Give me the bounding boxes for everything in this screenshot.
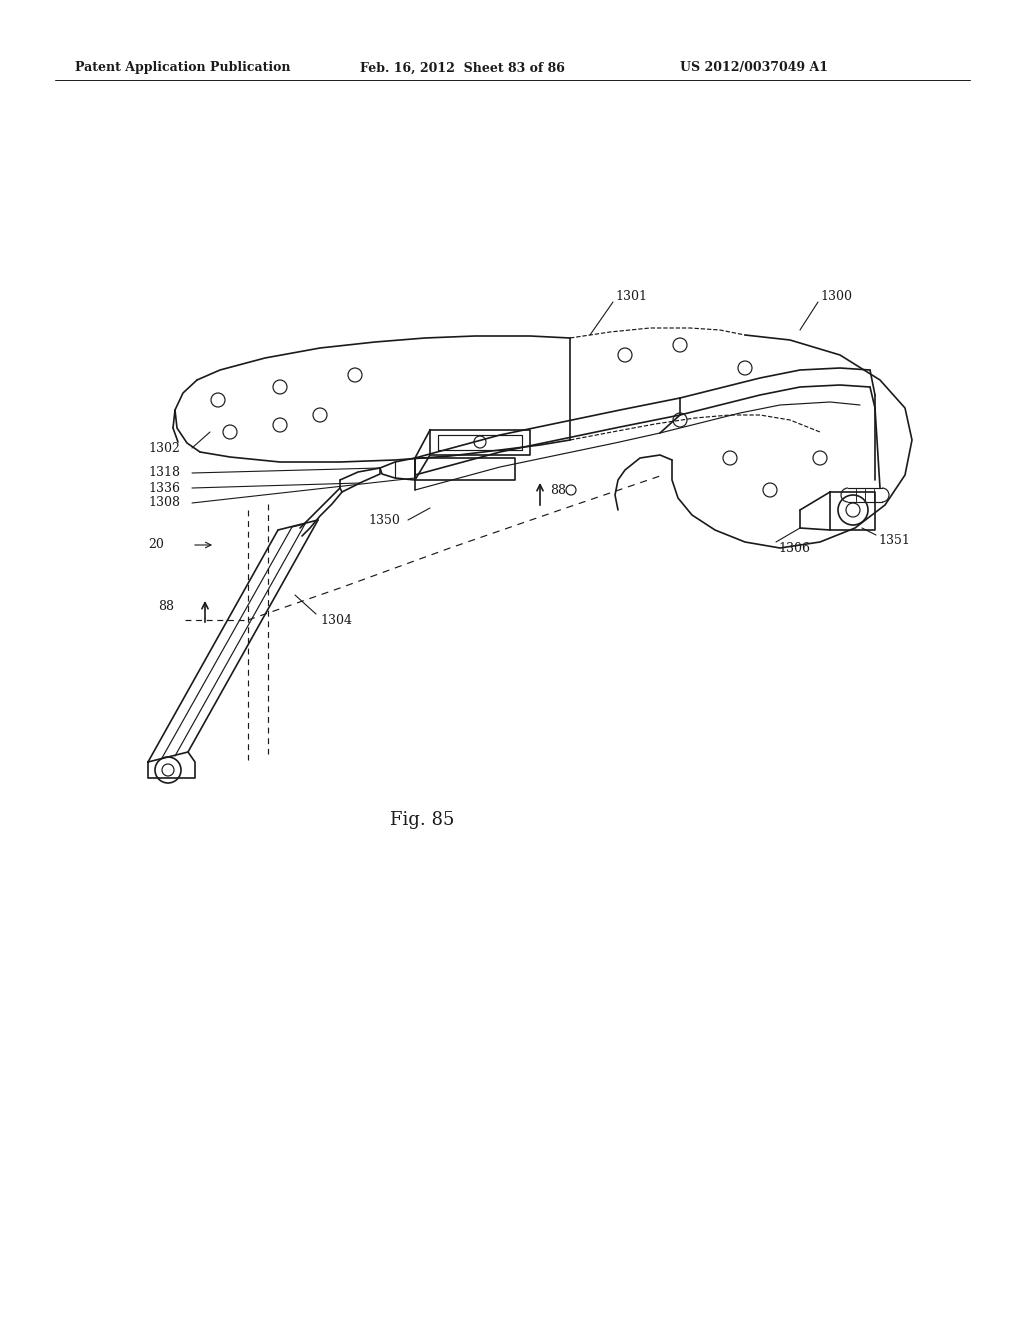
Text: 88: 88 bbox=[158, 601, 174, 614]
Text: 20: 20 bbox=[148, 539, 164, 552]
Text: 1302: 1302 bbox=[148, 441, 180, 454]
Text: 88: 88 bbox=[550, 483, 566, 496]
Text: 1301: 1301 bbox=[615, 289, 647, 302]
Text: Fig. 85: Fig. 85 bbox=[390, 810, 455, 829]
Text: 1336: 1336 bbox=[148, 482, 180, 495]
Text: 1351: 1351 bbox=[878, 533, 910, 546]
Text: 1300: 1300 bbox=[820, 289, 852, 302]
Text: Patent Application Publication: Patent Application Publication bbox=[75, 62, 291, 74]
Text: 1308: 1308 bbox=[148, 496, 180, 510]
Text: US 2012/0037049 A1: US 2012/0037049 A1 bbox=[680, 62, 828, 74]
Text: 1306: 1306 bbox=[778, 541, 810, 554]
Text: Feb. 16, 2012  Sheet 83 of 86: Feb. 16, 2012 Sheet 83 of 86 bbox=[360, 62, 565, 74]
Text: 1304: 1304 bbox=[319, 614, 352, 627]
Text: 1318: 1318 bbox=[148, 466, 180, 479]
Text: 1350: 1350 bbox=[368, 513, 400, 527]
